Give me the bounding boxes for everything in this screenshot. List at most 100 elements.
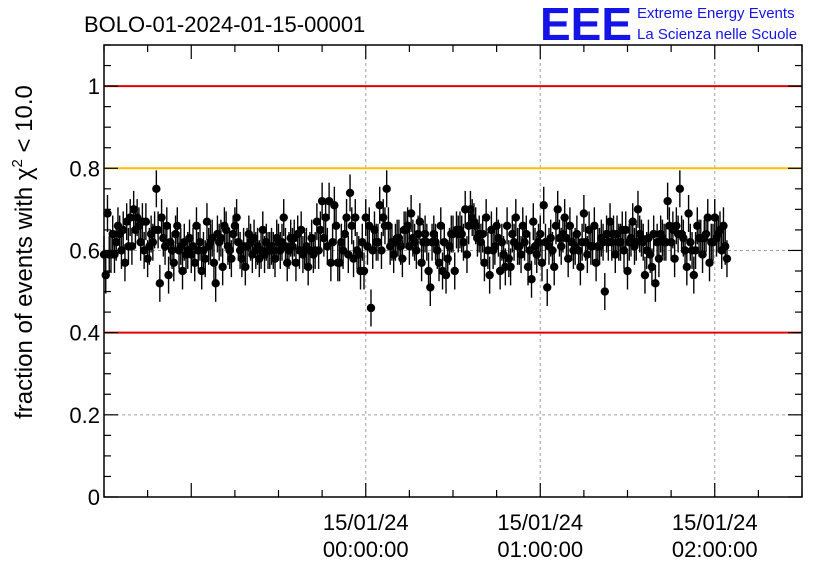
data-point <box>373 223 383 261</box>
marker <box>279 213 288 222</box>
marker <box>663 196 672 206</box>
marker <box>202 217 212 226</box>
marker <box>443 254 452 263</box>
data-point <box>647 248 657 286</box>
marker <box>209 258 219 267</box>
data-point <box>127 227 137 265</box>
marker <box>417 258 426 267</box>
data-point <box>173 207 182 245</box>
marker <box>148 238 158 247</box>
marker <box>127 242 137 251</box>
marker <box>628 217 637 226</box>
data-point <box>527 260 536 298</box>
data-point <box>178 252 187 290</box>
y-tick-label: 0.4 <box>69 321 100 346</box>
marker <box>143 254 152 263</box>
data-point <box>331 207 341 245</box>
data-point <box>462 236 472 274</box>
marker <box>178 266 187 276</box>
marker <box>398 254 407 263</box>
marker <box>118 225 128 235</box>
logo-acronym: EEE <box>540 0 632 50</box>
marker <box>722 254 732 263</box>
logo-line2: La Scienza nelle Scuole <box>637 26 797 43</box>
data-point <box>330 186 339 224</box>
marker <box>192 221 201 230</box>
x-tick-label-date: 15/01/24 <box>497 510 583 535</box>
marker <box>373 238 383 247</box>
marker <box>640 270 650 280</box>
data-point <box>670 240 679 278</box>
x-tick-label-time: 00:00:00 <box>323 537 409 562</box>
marker <box>689 270 699 280</box>
data-point <box>328 223 337 261</box>
marker <box>361 213 370 222</box>
data-point <box>539 186 548 224</box>
marker <box>366 303 376 313</box>
data-point <box>232 199 241 237</box>
marker <box>314 246 323 255</box>
marker <box>152 184 161 194</box>
marker <box>141 217 151 226</box>
marker <box>502 221 512 230</box>
marker <box>347 221 356 230</box>
data-point <box>316 211 325 249</box>
data-point <box>576 248 585 286</box>
marker <box>312 217 322 226</box>
marker <box>379 213 388 222</box>
data-point <box>663 182 672 220</box>
data-point <box>651 264 660 302</box>
marker <box>654 254 664 263</box>
data-point <box>426 268 435 306</box>
data-point <box>590 207 599 245</box>
marker <box>195 238 205 247</box>
marker <box>478 229 487 239</box>
x-tick-label-time: 01:00:00 <box>497 537 583 562</box>
marker <box>682 262 692 272</box>
marker <box>504 254 514 263</box>
marker <box>721 242 730 251</box>
marker <box>560 213 569 222</box>
marker <box>679 233 688 243</box>
marker <box>406 209 416 218</box>
marker <box>576 262 585 272</box>
marker <box>651 279 660 288</box>
data-point <box>628 203 637 241</box>
marker <box>583 250 592 259</box>
marker <box>450 266 459 276</box>
marker <box>457 229 466 239</box>
marker <box>258 225 267 235</box>
marker <box>345 188 355 198</box>
data-point <box>633 190 643 228</box>
data-point <box>722 240 732 278</box>
marker <box>328 238 337 247</box>
marker <box>703 213 712 222</box>
marker <box>125 213 135 222</box>
marker <box>420 229 430 239</box>
data-point <box>218 248 227 286</box>
marker <box>649 229 658 239</box>
data-point <box>406 194 416 232</box>
marker <box>291 258 301 267</box>
marker <box>110 250 119 259</box>
data-point <box>537 244 547 282</box>
data-point <box>434 244 444 282</box>
y-tick-label: 0 <box>88 485 100 510</box>
marker <box>412 246 421 255</box>
data-point <box>125 199 135 237</box>
marker <box>550 262 559 272</box>
data-point <box>689 256 699 294</box>
data-point <box>227 240 236 278</box>
y-axis-label: fraction of events with χ2 < 10.0 <box>9 85 38 419</box>
marker <box>548 246 557 255</box>
marker <box>316 225 325 235</box>
marker <box>436 221 445 230</box>
marker <box>232 213 241 222</box>
data-point <box>296 211 306 249</box>
marker <box>701 229 711 239</box>
marker <box>485 270 494 280</box>
marker <box>330 201 339 210</box>
marker <box>600 287 610 296</box>
data-point <box>415 203 425 241</box>
